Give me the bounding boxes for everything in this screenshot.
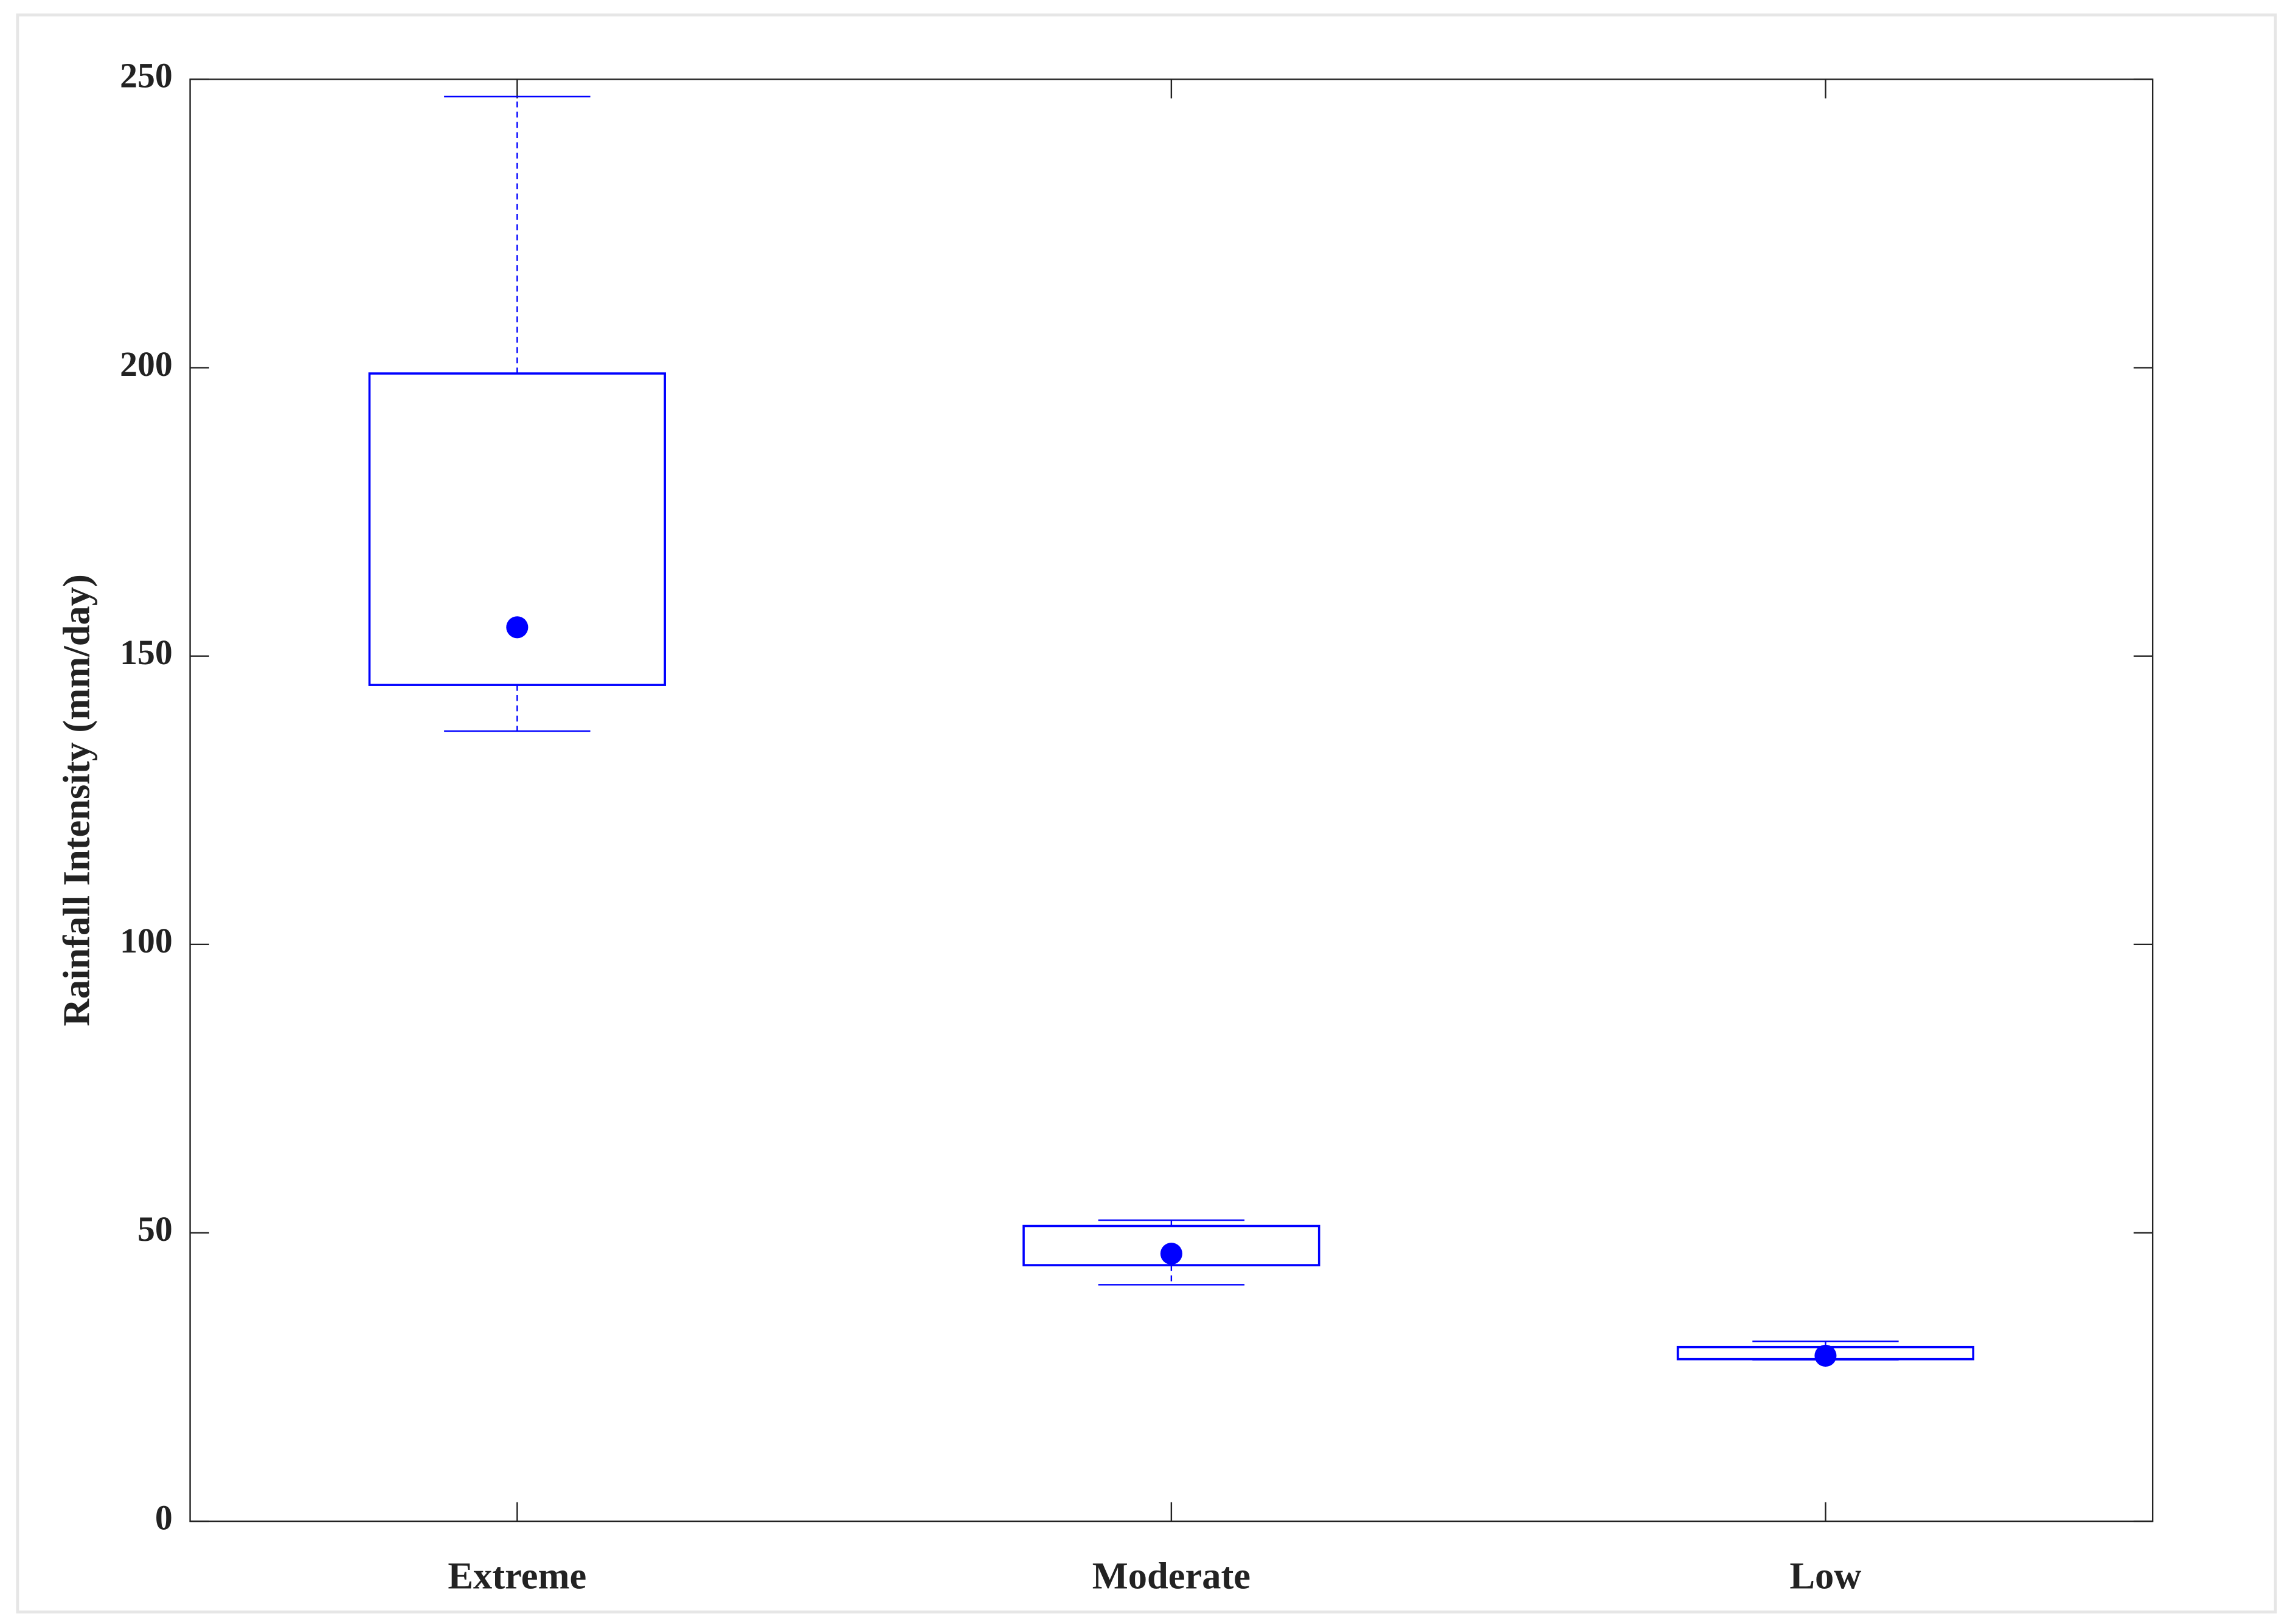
y-tick-label: 50 xyxy=(137,1210,173,1249)
x-tick-label: Extreme xyxy=(448,1555,586,1597)
y-tick-label: 150 xyxy=(120,634,173,672)
median-dot xyxy=(1814,1344,1837,1367)
y-tick-label: 250 xyxy=(120,57,173,95)
plot-frame xyxy=(189,78,2154,1522)
y-axis-label: Rainfall Intensity (mm/day) xyxy=(55,574,98,1026)
x-tick-label: Low xyxy=(1789,1555,1861,1597)
y-tick-label: 100 xyxy=(120,922,173,960)
figure-border xyxy=(16,13,2277,1614)
median-dot xyxy=(506,616,529,639)
y-tick-label: 200 xyxy=(120,345,173,384)
y-tick-label: 0 xyxy=(155,1499,173,1537)
x-tick-label: Moderate xyxy=(1092,1555,1251,1597)
median-dot xyxy=(1160,1243,1182,1265)
